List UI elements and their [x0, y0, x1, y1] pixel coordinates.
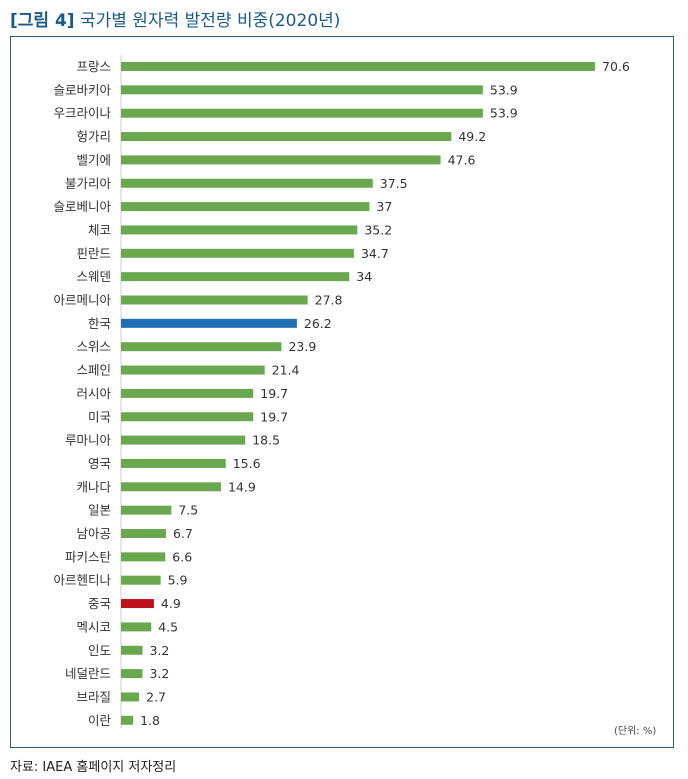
category-label: 남아공 — [76, 526, 111, 541]
value-label: 7.5 — [178, 503, 198, 518]
chart-frame — [10, 36, 674, 748]
bar — [121, 645, 143, 655]
value-label: 5.9 — [168, 573, 188, 588]
bar — [121, 552, 166, 562]
value-label: 4.5 — [158, 619, 178, 634]
bar — [121, 622, 152, 632]
value-label: 4.9 — [161, 596, 181, 611]
value-label: 35.2 — [364, 222, 392, 237]
bar — [121, 132, 452, 142]
category-label: 브라질 — [76, 689, 111, 704]
chart-title: [그림 4] 국가별 원자력 발전량 비중(2020년) — [10, 6, 340, 31]
value-label: 6.6 — [172, 549, 192, 564]
bar — [121, 435, 246, 445]
bar — [121, 295, 308, 305]
value-label: 34 — [356, 269, 372, 284]
category-label: 이란 — [88, 713, 112, 728]
value-label: 19.7 — [260, 409, 288, 424]
bar — [121, 529, 166, 538]
category-label: 스페인 — [76, 363, 111, 378]
figure-number: [그림 4] — [10, 11, 75, 31]
unit-label: (단위: %) — [614, 726, 657, 737]
value-label: 21.4 — [272, 363, 300, 378]
value-label: 3.2 — [149, 666, 169, 681]
bar — [121, 388, 254, 398]
bar — [121, 85, 483, 95]
category-label: 아르메니아 — [53, 293, 111, 308]
value-label: 37 — [376, 199, 392, 214]
value-label: 2.7 — [146, 689, 166, 704]
category-label: 슬로바키아 — [53, 82, 111, 97]
category-label: 캐나다 — [76, 479, 111, 494]
bar — [121, 108, 483, 118]
value-label: 47.6 — [448, 152, 476, 167]
value-label: 34.7 — [361, 246, 389, 261]
value-label: 18.5 — [252, 433, 280, 448]
value-label: 37.5 — [380, 176, 408, 191]
bar — [121, 225, 358, 235]
bar — [121, 318, 297, 328]
value-label: 53.9 — [490, 82, 518, 97]
category-label: 우크라이나 — [53, 106, 111, 121]
bar — [121, 482, 222, 492]
bar — [121, 178, 373, 188]
category-label: 루마니아 — [65, 433, 112, 448]
bar — [121, 715, 134, 725]
source-note: 자료: IAEA 홈페이지 저자정리 — [10, 760, 177, 775]
category-label: 스위스 — [76, 339, 111, 354]
category-label: 일본 — [88, 503, 111, 518]
value-label: 23.9 — [288, 339, 316, 354]
category-label: 중국 — [88, 596, 111, 611]
value-label: 70.6 — [602, 59, 630, 74]
value-label: 3.2 — [149, 643, 169, 658]
value-label: 27.8 — [315, 293, 343, 308]
bar — [121, 575, 161, 585]
bar — [121, 155, 441, 165]
category-label: 체코 — [88, 222, 111, 237]
value-label: 15.6 — [233, 456, 261, 471]
value-label: 19.7 — [260, 386, 288, 401]
figure-title-text: 국가별 원자력 발전량 비중(2020년) — [79, 11, 341, 31]
category-label: 인도 — [88, 643, 111, 658]
category-label: 영국 — [88, 456, 111, 471]
value-label: 49.2 — [458, 129, 486, 144]
bar — [121, 272, 350, 282]
value-label: 6.7 — [173, 526, 193, 541]
category-label: 벨기에 — [76, 152, 111, 167]
category-label: 불가리아 — [65, 176, 112, 191]
category-label: 스웨덴 — [76, 269, 111, 284]
value-label: 14.9 — [228, 479, 256, 494]
category-label: 핀란드 — [76, 246, 111, 261]
bar — [121, 458, 226, 468]
category-label: 멕시코 — [76, 619, 111, 634]
category-label: 헝가리 — [76, 129, 111, 144]
category-label: 슬로베니아 — [53, 199, 111, 214]
category-label: 프랑스 — [76, 59, 111, 74]
value-label: 53.9 — [490, 106, 518, 121]
bar — [121, 412, 254, 422]
category-label: 한국 — [88, 316, 111, 331]
bar — [121, 365, 265, 375]
bar — [121, 248, 354, 258]
value-label: 26.2 — [304, 316, 332, 331]
bar-group: 프랑스 70.6 슬로바키아 53.9 우크라이나 53.9 헝가리 49.2 벨기에 47.6 불… — [53, 59, 629, 728]
bar — [121, 599, 154, 609]
category-label: 러시아 — [76, 386, 111, 401]
bar — [121, 62, 596, 71]
bar — [121, 669, 143, 679]
value-label: 1.8 — [140, 713, 160, 728]
category-label: 파키스탄 — [65, 549, 112, 564]
bar — [121, 505, 172, 515]
category-label: 아르헨티나 — [53, 573, 111, 588]
bar — [121, 342, 282, 352]
bar — [121, 202, 370, 212]
category-label: 네덜란드 — [65, 666, 111, 681]
bar — [121, 692, 140, 702]
category-label: 미국 — [88, 409, 111, 424]
